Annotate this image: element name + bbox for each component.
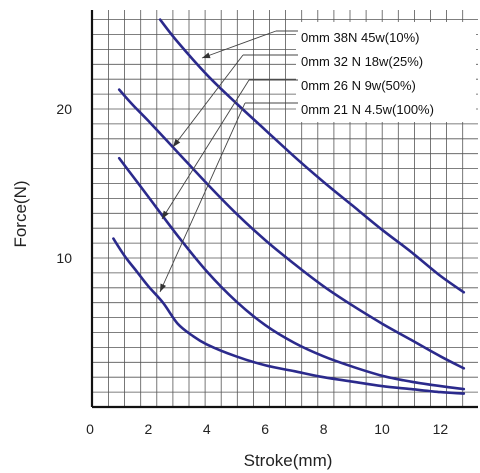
x-tick-label: 4 bbox=[203, 421, 211, 437]
legend: 0mm 38N 45w(10%) 0mm 32 N 18w(25%) 0mm 26 … bbox=[159, 22, 476, 293]
legend-pointer-line bbox=[172, 54, 244, 148]
legend-background bbox=[296, 22, 476, 122]
legend-entry: 0mm 26 N 9w(50%) bbox=[301, 78, 416, 93]
x-tick-label: 2 bbox=[145, 421, 153, 437]
legend-entry: 0mm 21 N 4.5w(100%) bbox=[301, 102, 434, 117]
x-axis-label: Stroke(mm) bbox=[244, 451, 333, 470]
legend-pointer-line bbox=[161, 79, 250, 220]
series-line-4 bbox=[112, 237, 466, 395]
series-line-2 bbox=[117, 88, 466, 370]
x-tick-label: 8 bbox=[320, 421, 328, 437]
series-curves bbox=[112, 18, 466, 395]
legend-pointer-line bbox=[159, 102, 246, 293]
legend-arrowhead bbox=[162, 210, 169, 219]
legend-arrowhead bbox=[160, 283, 167, 292]
y-axis-label: Force(N) bbox=[11, 180, 30, 247]
legend-arrowhead bbox=[173, 138, 181, 147]
x-tick-label: 12 bbox=[433, 421, 449, 437]
legend-entry: 0mm 38N 45w(10%) bbox=[301, 30, 420, 45]
x-tick-label: 6 bbox=[261, 421, 269, 437]
series-line-1 bbox=[158, 18, 466, 294]
axes: 0 2 4 6 8 10 12 10 20 bbox=[56, 10, 478, 437]
x-tick-label: 0 bbox=[86, 421, 94, 437]
legend-entry: 0mm 32 N 18w(25%) bbox=[301, 54, 423, 69]
series-line-3 bbox=[117, 156, 466, 391]
x-tick-label: 10 bbox=[374, 421, 390, 437]
legend-arrowhead bbox=[202, 52, 211, 59]
y-tick-label: 20 bbox=[56, 101, 72, 117]
legend-pointer-line bbox=[201, 30, 277, 59]
y-tick-label: 10 bbox=[56, 250, 72, 266]
